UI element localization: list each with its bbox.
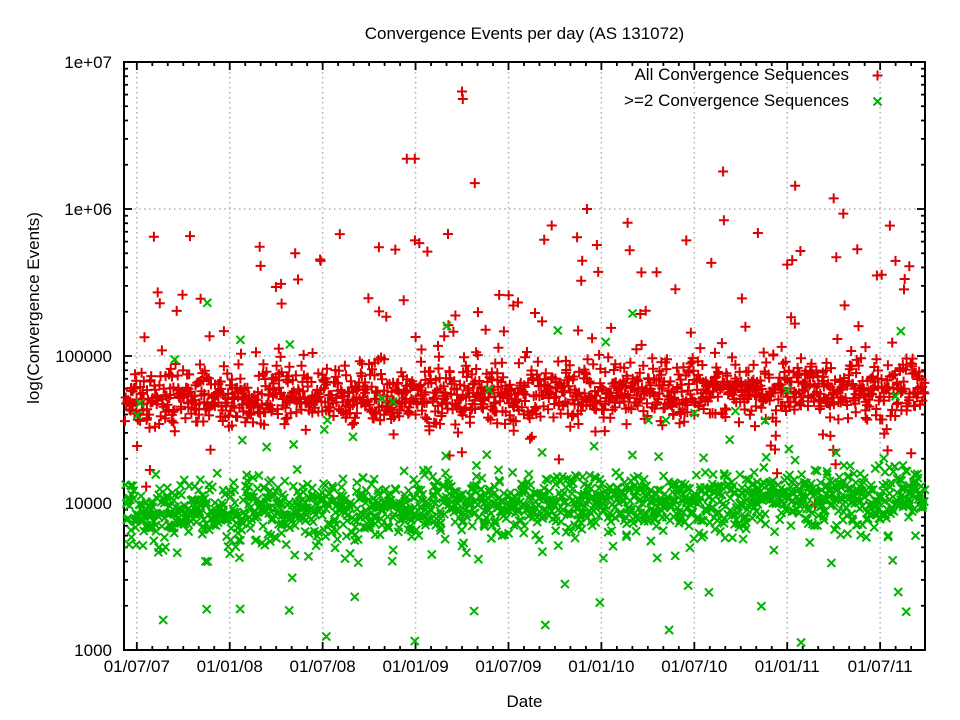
x-tick-label: 01/07/09 (475, 657, 541, 676)
legend-item-ge2-sequences: >=2 Convergence Sequences (624, 90, 886, 112)
y-tick-label: 100000 (55, 347, 112, 366)
x-tick-label: 01/07/10 (661, 657, 727, 676)
cross-marker-icon (872, 96, 883, 106)
x-axis-title: Date (506, 692, 543, 711)
legend-item-all-sequences: All Convergence Sequences (634, 64, 886, 86)
legend-label: All Convergence Sequences (634, 65, 849, 84)
x-tick-label: 01/07/08 (290, 657, 356, 676)
x-tick-label: 01/01/09 (382, 657, 448, 676)
x-tick-label: 01/01/08 (197, 657, 263, 676)
y-tick-label: 1e+07 (64, 53, 112, 72)
y-tick-label: 10000 (65, 494, 112, 513)
series-points-1 (120, 298, 930, 648)
plus-marker-icon (872, 70, 883, 80)
x-tick-label: 01/01/10 (568, 657, 634, 676)
y-tick-label: 1000 (74, 641, 112, 660)
x-tick-label: 01/07/11 (848, 657, 913, 676)
legend-label: >=2 Convergence Sequences (624, 91, 849, 110)
x-tick-label: 01/07/07 (104, 657, 170, 676)
chart-title: Convergence Events per day (AS 131072) (364, 24, 685, 43)
x-tick-label: 01/01/11 (755, 657, 820, 676)
y-tick-label: 1e+06 (64, 200, 112, 219)
series-points-0 (120, 86, 930, 510)
legend: All Convergence Sequences >=2 Convergenc… (624, 64, 886, 112)
